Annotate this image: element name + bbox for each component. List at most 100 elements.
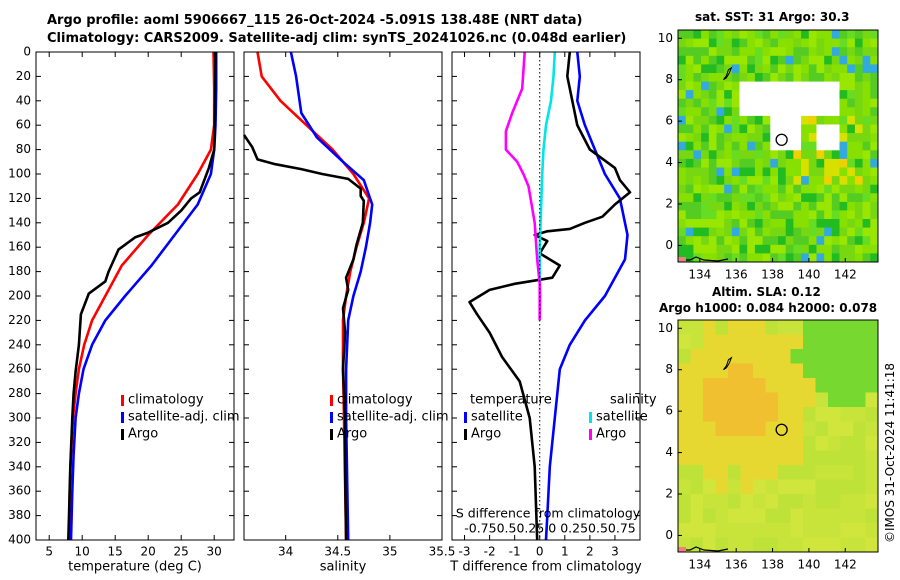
map-cell [847, 38, 856, 48]
map-cell [685, 244, 694, 254]
map-cell [862, 210, 871, 220]
map-cell [753, 320, 767, 336]
map-cell [716, 115, 725, 126]
map-cell [808, 73, 818, 83]
map-cell [808, 81, 818, 91]
map-cell [762, 150, 771, 160]
map-cell [790, 450, 804, 466]
map-cell [785, 81, 794, 91]
map-cell [728, 479, 742, 495]
map-cell [816, 64, 825, 74]
map-cell [703, 349, 717, 365]
map-cell [716, 193, 725, 203]
map-cell [739, 167, 748, 177]
map-cell [808, 210, 818, 220]
map-cell [801, 201, 810, 212]
map-x-tick-label: 140 [797, 558, 820, 572]
map-cell [762, 30, 771, 40]
map-cell [828, 392, 842, 408]
map-cell [816, 81, 825, 91]
map-cell [815, 508, 829, 524]
map-cell [753, 392, 767, 408]
map-cell [808, 30, 818, 40]
legend-swatch [121, 412, 124, 423]
map-cell [778, 201, 787, 212]
map-cell [690, 392, 704, 408]
map-cell [824, 150, 833, 160]
map-cell [803, 450, 817, 466]
map-cell [865, 465, 878, 481]
map-cell [715, 436, 729, 452]
map-cell [715, 523, 729, 539]
map-cell [703, 392, 717, 408]
map-cell [808, 253, 818, 262]
map-cell [808, 201, 818, 212]
map-cell [678, 407, 692, 423]
map-cell [847, 124, 856, 134]
map-cell [870, 141, 878, 151]
map-cell [708, 210, 718, 220]
map-cell [808, 150, 818, 160]
map-cell [862, 253, 871, 262]
map-cell [740, 349, 754, 365]
map-cell [678, 523, 692, 539]
map-cell [754, 98, 764, 108]
map-cell [793, 81, 802, 91]
map-cell [862, 236, 871, 246]
map-cell [824, 167, 833, 177]
map-cell [731, 227, 741, 237]
map-cell [793, 64, 802, 74]
map-cell [790, 523, 804, 539]
map-cell [678, 167, 687, 177]
map-cell [801, 38, 810, 48]
map-cell [828, 349, 842, 365]
map-cell [693, 141, 702, 151]
map-cell [753, 436, 767, 452]
map-cell [816, 227, 825, 237]
map-cell [765, 334, 779, 350]
map-cell [678, 141, 687, 151]
map-cell [754, 107, 764, 117]
y-tick-label: 300 [8, 411, 31, 425]
map-cell [701, 38, 710, 48]
map-cell [840, 421, 854, 437]
map-cell [765, 421, 779, 437]
map-cell [815, 334, 829, 350]
map-cell [728, 450, 742, 466]
y-tick-label: 160 [8, 240, 31, 254]
map-cell [790, 349, 804, 365]
map-cell [847, 115, 856, 126]
map-cell [853, 407, 867, 423]
map-cell [690, 508, 704, 524]
map-cell [853, 378, 867, 394]
map-cell [747, 115, 756, 126]
map-cell [708, 64, 718, 74]
map-cell [716, 210, 725, 220]
map-cell [753, 494, 767, 510]
map-cell [762, 133, 771, 143]
map-cell [778, 210, 787, 220]
map-cell [790, 537, 804, 552]
y-tick-label: 180 [8, 264, 31, 278]
map-cell [754, 176, 764, 186]
map-cell [765, 378, 779, 394]
map-cell [862, 81, 871, 91]
map-cell [808, 64, 818, 74]
map-cell [724, 219, 733, 229]
map-cell [831, 64, 841, 74]
map-cell [739, 150, 748, 160]
map-cell [731, 244, 741, 254]
y-tick-label: 360 [8, 484, 31, 498]
map-cell [770, 38, 779, 48]
map-cell [728, 523, 742, 539]
plot-frame [243, 51, 443, 541]
map-cell [747, 236, 756, 246]
map-cell [701, 193, 710, 203]
map-cell [716, 158, 725, 169]
map-cell [785, 64, 794, 74]
map-cell [840, 407, 854, 423]
series-line-satellite-adj-clim [69, 52, 218, 541]
map-cell [847, 201, 856, 212]
map-cell [701, 73, 710, 83]
map-cell [739, 184, 748, 194]
